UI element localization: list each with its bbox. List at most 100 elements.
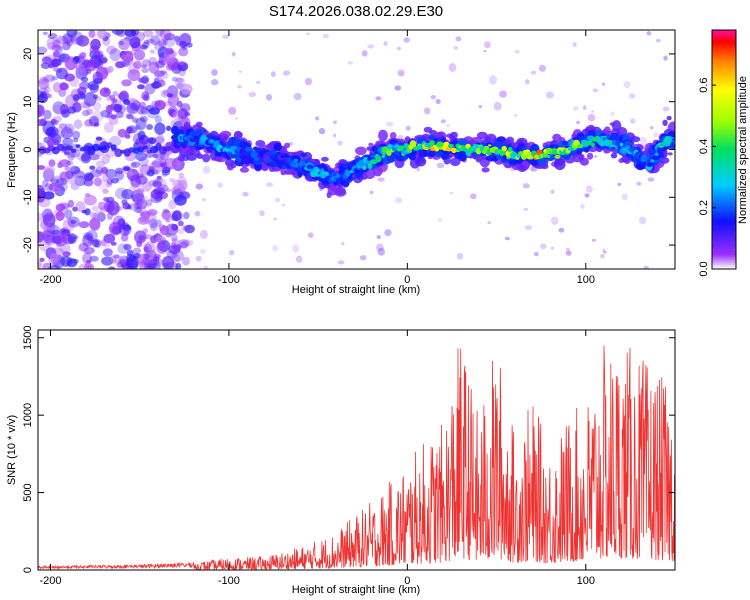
- heatmap-cell-443: [143, 253, 150, 260]
- heatmap-cell-592: [154, 115, 163, 124]
- heatmap-cell-448: [172, 179, 183, 188]
- heatmap-cell-834: [430, 95, 437, 100]
- heatmap-cell-826: [295, 255, 303, 263]
- heatmap-cell-1105: [321, 156, 329, 162]
- heatmap-cell-452: [178, 60, 186, 66]
- heatmap-cell-848: [437, 218, 443, 222]
- heatmap-cell-504: [177, 61, 187, 71]
- heatmap-cell-912: [183, 121, 191, 129]
- heatmap-cell-2204: [247, 147, 253, 152]
- heatmap-cell-1093: [313, 158, 321, 167]
- heatmap-cell-828: [580, 204, 585, 209]
- heatmap-cell-857: [582, 105, 587, 110]
- heatmap-cell-708: [646, 31, 652, 36]
- heatmap-cell-417: [178, 220, 184, 227]
- heatmap-cell-694: [146, 137, 154, 144]
- colorbar: 0.0 0.2 0.4 0.6 Normalized spectral amplitu…: [698, 29, 749, 277]
- heatmap-cell-147: [135, 124, 141, 130]
- x-tick-label: 0: [404, 274, 410, 286]
- heatmap-cell-636: [144, 211, 157, 225]
- heatmap-cell-470: [153, 77, 164, 85]
- heatmap-cell-835: [435, 99, 441, 104]
- heatmap-cell-2296: [394, 144, 400, 148]
- heatmap-cell-829: [242, 191, 249, 197]
- colorbar-tick-label: 0.4: [698, 139, 710, 154]
- heatmap-cell-565: [162, 208, 170, 214]
- heatmap-cell-614: [149, 218, 158, 229]
- heatmap-cell-744: [440, 119, 446, 124]
- heatmap-cell-503: [38, 46, 48, 55]
- y-tick-label: 500: [22, 483, 34, 501]
- y-tick-label: 0: [22, 567, 34, 573]
- heatmap-y-axis-title: Frequency (Hz): [6, 112, 18, 188]
- heatmap-cell-730: [653, 132, 659, 138]
- heatmap-cell-397: [84, 194, 97, 206]
- heatmap-cell-202: [79, 81, 90, 90]
- heatmap-cell-2279: [367, 162, 373, 169]
- heatmap-cell-2233: [293, 158, 299, 162]
- heatmap-cell-966: [222, 136, 229, 141]
- heatmap-cell-401: [103, 233, 116, 244]
- heatmap-cell-646: [78, 263, 92, 269]
- heatmap-cell-1319: [470, 136, 483, 145]
- heatmap-cell-782: [397, 46, 401, 51]
- heatmap-cell-359: [142, 30, 154, 38]
- heatmap-cell-821: [318, 127, 326, 135]
- heatmap-cell-137: [72, 130, 81, 140]
- heatmap-cell-749: [397, 69, 405, 77]
- heatmap-cell-622: [62, 137, 74, 146]
- heatmap-cell-883: [137, 146, 145, 153]
- heatmap-cell-551: [113, 104, 123, 113]
- heatmap-cell-378: [153, 256, 160, 262]
- heatmap-cell-2302: [403, 143, 410, 149]
- heatmap-x-axis-title: Height of straight line (km): [292, 284, 420, 296]
- heatmap-cell-777: [202, 165, 211, 174]
- heatmap-cell-375: [150, 81, 162, 89]
- heatmap-cell-2259: [335, 173, 341, 178]
- heatmap-cell-990: [239, 167, 250, 173]
- heatmap-cell-141: [150, 35, 161, 46]
- y-tick-label: -20: [22, 237, 34, 253]
- heatmap-cell-781: [636, 181, 642, 186]
- heatmap-cell-1523: [617, 127, 628, 136]
- heatmap-cell-2281: [370, 154, 376, 158]
- heatmap-cell-2225: [280, 155, 285, 158]
- heatmap-cell-645: [135, 199, 143, 206]
- heatmap-cell-436: [178, 47, 189, 57]
- heatmap-cell-698: [38, 104, 45, 117]
- heatmap-cell-704: [603, 251, 607, 254]
- heatmap-cell-526: [55, 203, 66, 212]
- heatmap-cell-513: [145, 199, 153, 207]
- heatmap-cell-2390: [546, 155, 551, 158]
- heatmap-cell-264: [147, 259, 161, 269]
- heatmap-cell-489: [113, 254, 120, 259]
- heatmap-cell-528: [106, 177, 114, 185]
- heatmap-cell-786: [405, 125, 411, 131]
- heatmap-cell-822: [375, 243, 384, 252]
- heatmap-cell-795: [663, 55, 668, 61]
- heatmap-cell-733: [275, 197, 281, 203]
- heatmap-cell-684: [137, 130, 146, 141]
- heatmap-cell-344: [75, 201, 86, 213]
- heatmap-cell-410: [122, 99, 131, 105]
- heatmap-cell-356: [149, 49, 155, 54]
- heatmap-cell-2352: [483, 145, 490, 151]
- heatmap-cell-492: [78, 221, 90, 229]
- heatmap-cell-687: [163, 100, 173, 107]
- heatmap-cell-599: [73, 137, 79, 143]
- heatmap-cell-843: [550, 189, 555, 194]
- heatmap-cell-372: [171, 186, 181, 195]
- heatmap-cell-678: [156, 70, 169, 80]
- y-tick-label: 1500: [22, 325, 34, 349]
- heatmap-cell-799: [655, 38, 661, 43]
- heatmap-cell-415: [84, 192, 91, 198]
- heatmap-cell-2454: [646, 162, 653, 167]
- heatmap-cell-254: [171, 189, 184, 202]
- heatmap-cell-2458: [654, 152, 659, 156]
- heatmap-cell-780: [292, 244, 300, 253]
- heatmap-cell-568: [176, 100, 183, 108]
- heatmap-cell-109: [89, 165, 96, 170]
- heatmap-cell-2181: [209, 139, 214, 143]
- heatmap-cell-657: [140, 195, 148, 201]
- heatmap-cell-1787: [342, 180, 349, 188]
